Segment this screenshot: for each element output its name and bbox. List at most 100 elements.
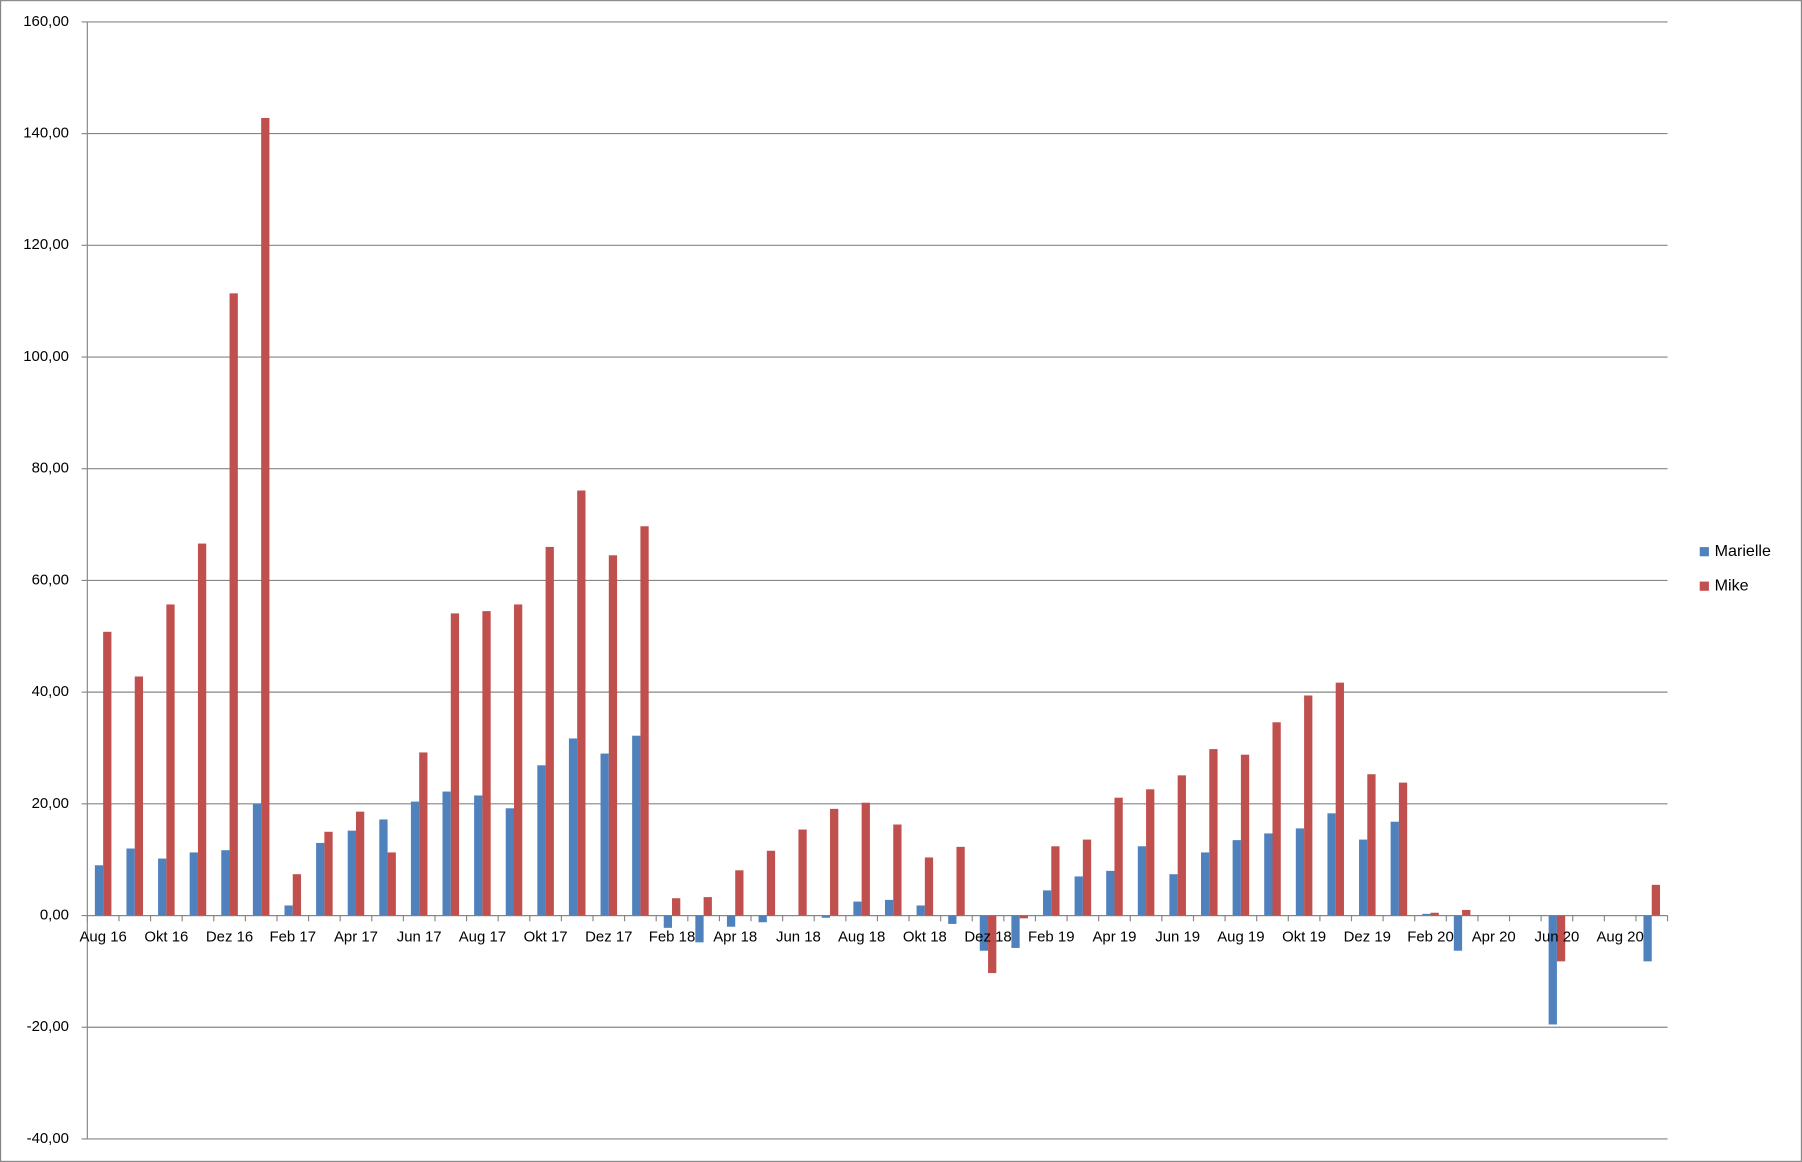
bar bbox=[1146, 789, 1155, 916]
x-tick-label: Okt 19 bbox=[1282, 928, 1326, 945]
y-tick-label: 40,00 bbox=[32, 683, 69, 700]
bar bbox=[663, 915, 673, 928]
bar bbox=[1240, 754, 1250, 916]
bar bbox=[166, 604, 175, 916]
y-tick-label: -40,00 bbox=[27, 1130, 69, 1147]
bar bbox=[189, 852, 198, 916]
bar bbox=[158, 858, 167, 916]
bar bbox=[1359, 839, 1368, 916]
bar bbox=[324, 831, 333, 916]
bar bbox=[726, 915, 736, 927]
bar bbox=[1074, 876, 1083, 916]
x-tick-label: Okt 18 bbox=[903, 928, 947, 945]
bar bbox=[821, 915, 831, 918]
bar bbox=[387, 852, 396, 916]
bar bbox=[513, 604, 523, 916]
bar bbox=[505, 808, 514, 916]
bar bbox=[450, 613, 460, 916]
bar bbox=[853, 901, 862, 916]
bar bbox=[221, 850, 230, 916]
x-tick-label: Feb 18 bbox=[649, 928, 696, 945]
bar bbox=[861, 802, 870, 916]
bar bbox=[284, 905, 293, 916]
bar bbox=[1304, 695, 1313, 916]
bar bbox=[577, 490, 586, 916]
bar bbox=[948, 915, 957, 924]
bar bbox=[474, 795, 483, 916]
x-tick-label: Apr 18 bbox=[713, 928, 757, 945]
bar bbox=[1042, 890, 1052, 916]
bar bbox=[419, 752, 428, 916]
x-tick-label: Jun 19 bbox=[1155, 928, 1200, 945]
x-tick-label: Aug 18 bbox=[838, 928, 885, 945]
bar bbox=[1390, 821, 1399, 916]
bar bbox=[1114, 797, 1123, 916]
bar bbox=[1453, 915, 1463, 951]
y-tick-label: -20,00 bbox=[27, 1018, 69, 1035]
bar bbox=[1651, 884, 1661, 916]
bar bbox=[766, 850, 776, 916]
bar bbox=[988, 915, 997, 974]
bar bbox=[798, 829, 807, 916]
bar bbox=[355, 811, 365, 916]
legend-swatch bbox=[1699, 581, 1709, 591]
x-tick-label: Dez 18 bbox=[964, 928, 1011, 945]
bar bbox=[830, 808, 839, 916]
bar bbox=[1556, 915, 1566, 962]
x-tick-label: Apr 17 bbox=[334, 928, 378, 945]
legend-label: Mike bbox=[1715, 576, 1749, 594]
bar bbox=[410, 801, 420, 916]
legend-swatch bbox=[1699, 547, 1709, 557]
bar bbox=[1177, 775, 1186, 916]
x-tick-label: Aug 19 bbox=[1217, 928, 1264, 945]
x-tick-label: Feb 19 bbox=[1028, 928, 1075, 945]
bar bbox=[632, 735, 641, 916]
bar bbox=[545, 546, 554, 916]
y-tick-label: 160,00 bbox=[23, 13, 69, 30]
y-tick-label: 140,00 bbox=[23, 125, 69, 142]
bar bbox=[608, 555, 618, 916]
bar bbox=[1264, 833, 1273, 916]
bar bbox=[916, 905, 925, 916]
bar bbox=[600, 753, 609, 916]
y-tick-label: 60,00 bbox=[32, 571, 69, 588]
y-tick-label: 120,00 bbox=[23, 236, 69, 253]
bar bbox=[1643, 915, 1652, 962]
x-tick-label: Aug 16 bbox=[79, 928, 126, 945]
bar bbox=[1011, 915, 1020, 948]
bar bbox=[884, 899, 894, 916]
y-tick-label: 100,00 bbox=[23, 348, 69, 365]
bar bbox=[1082, 839, 1092, 916]
bar bbox=[442, 791, 451, 916]
bar bbox=[956, 846, 965, 916]
bar bbox=[126, 848, 135, 916]
bar bbox=[134, 676, 144, 916]
bar bbox=[252, 803, 262, 916]
bar bbox=[1327, 813, 1336, 916]
bar bbox=[703, 897, 712, 916]
bar bbox=[1209, 749, 1218, 916]
bar bbox=[924, 857, 934, 916]
bar bbox=[672, 898, 681, 916]
bar bbox=[347, 830, 356, 916]
bar bbox=[261, 117, 270, 916]
bar bbox=[758, 915, 767, 923]
bar bbox=[537, 765, 546, 916]
x-tick-label: Feb 20 bbox=[1407, 928, 1454, 945]
x-tick-label: Jun 18 bbox=[776, 928, 821, 945]
bar bbox=[1422, 913, 1431, 916]
x-tick-label: Jun 17 bbox=[397, 928, 442, 945]
bar bbox=[482, 611, 491, 916]
bar bbox=[1398, 782, 1408, 916]
x-tick-label: Dez 16 bbox=[206, 928, 253, 945]
bar bbox=[1201, 852, 1210, 916]
bar bbox=[1295, 828, 1305, 916]
bar bbox=[1051, 846, 1060, 916]
bar bbox=[695, 915, 704, 943]
x-tick-label: Apr 20 bbox=[1472, 928, 1516, 945]
x-tick-label: Dez 17 bbox=[585, 928, 632, 945]
bar bbox=[1232, 840, 1241, 916]
bar bbox=[103, 631, 112, 916]
bar bbox=[1019, 915, 1028, 919]
